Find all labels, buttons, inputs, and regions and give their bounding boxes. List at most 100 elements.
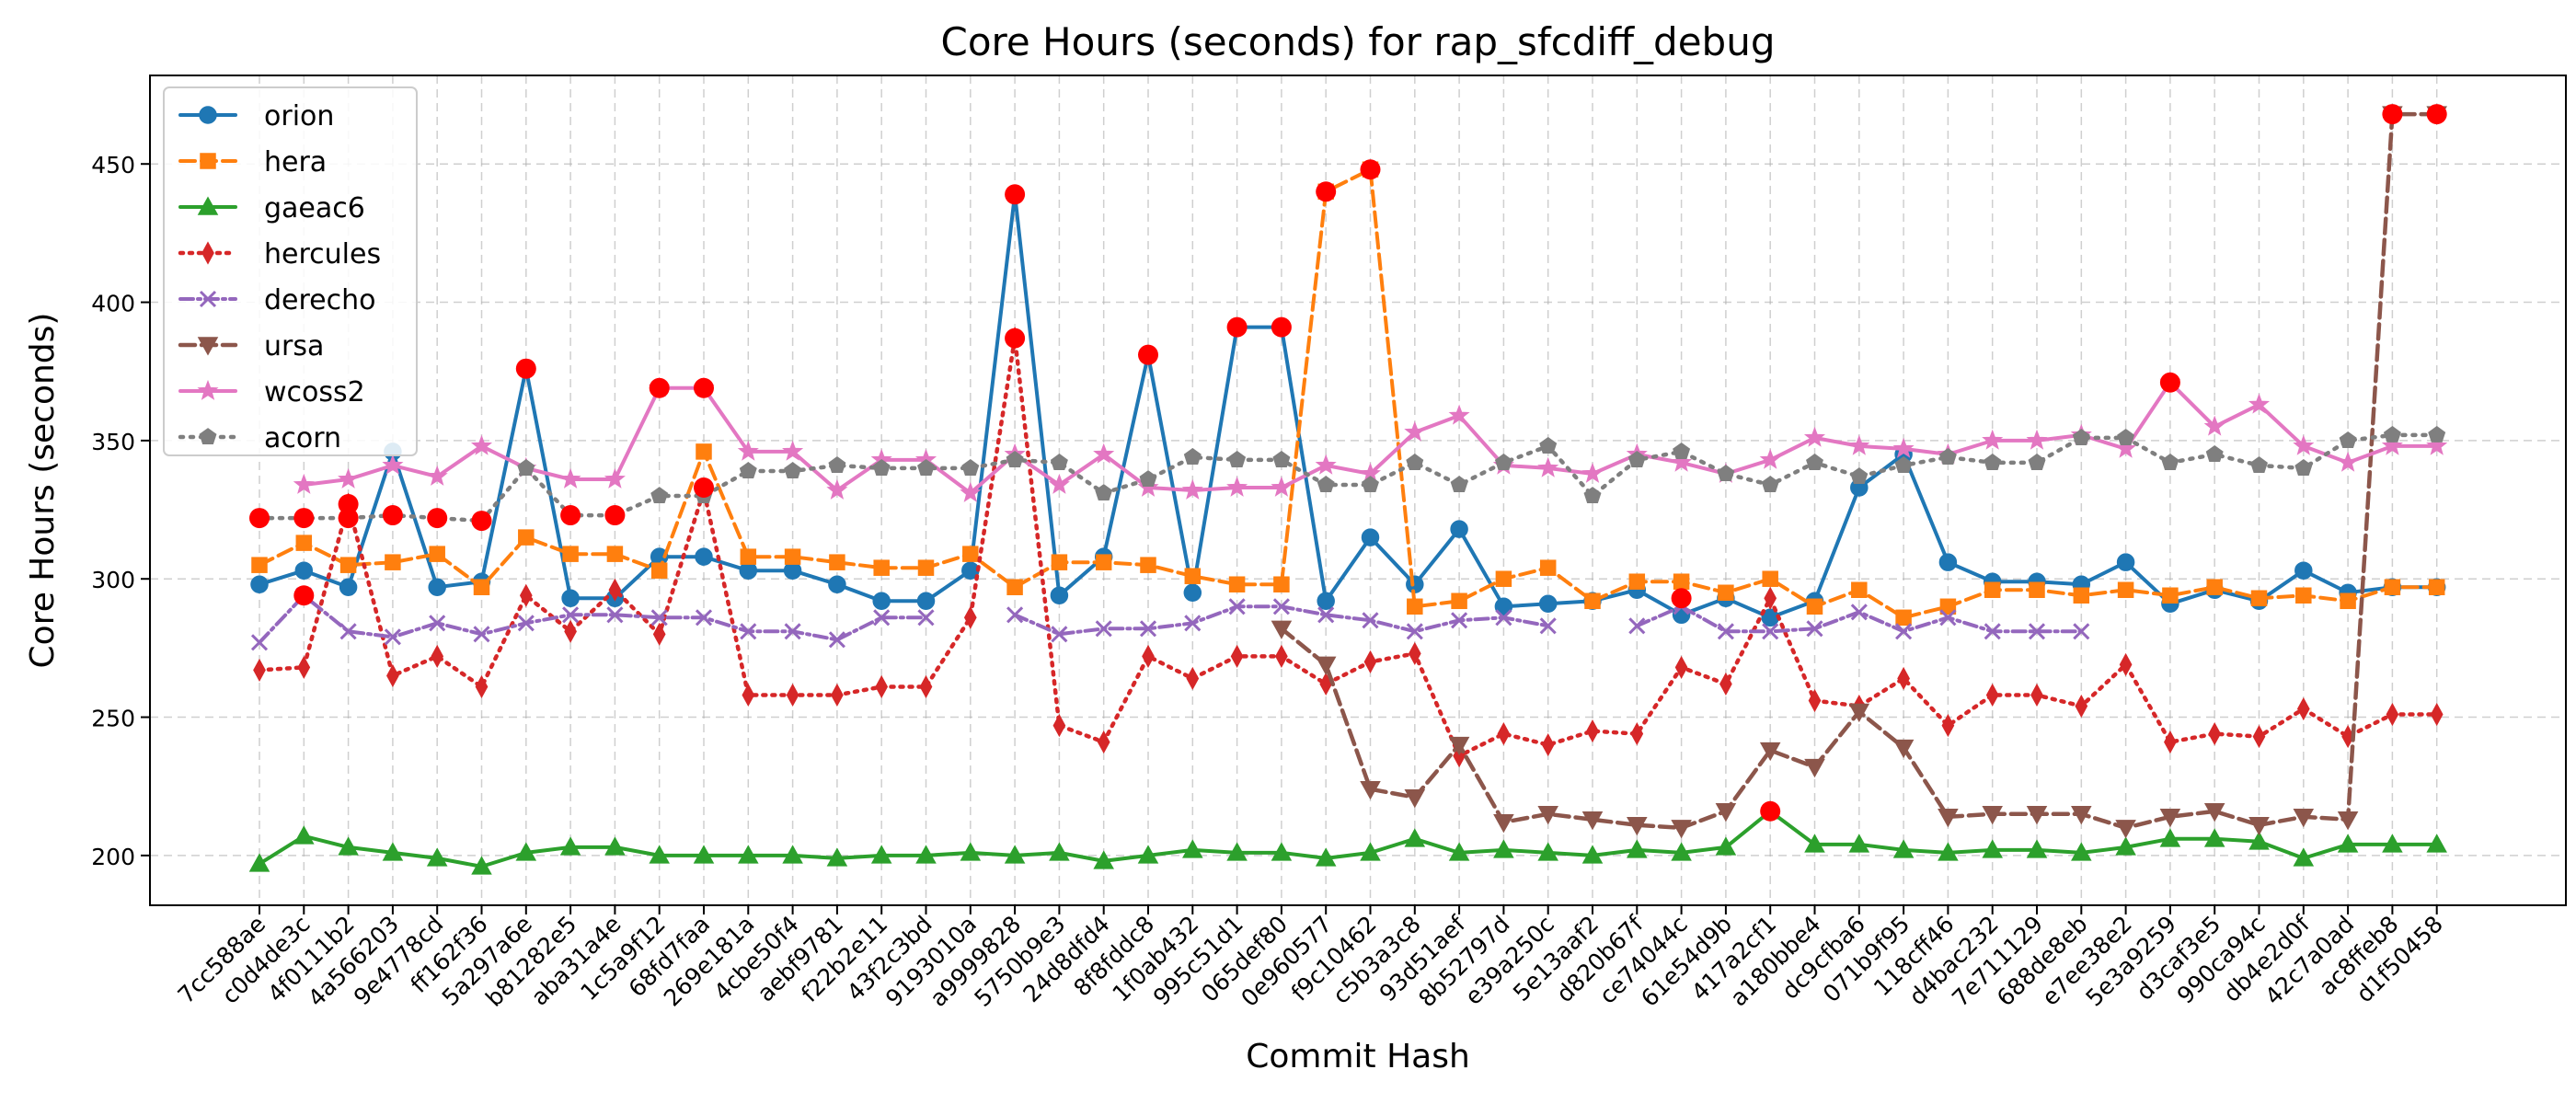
highlight-point bbox=[2426, 104, 2447, 125]
legend-marker bbox=[199, 290, 217, 308]
data-point-gaeac6 bbox=[2382, 834, 2403, 853]
legend-item-acorn: acorn bbox=[178, 422, 341, 454]
data-point-hercules bbox=[1985, 683, 1999, 707]
highlight-point bbox=[427, 508, 448, 529]
data-point-wcoss2 bbox=[2115, 437, 2137, 458]
data-point-hercules bbox=[1052, 714, 1066, 738]
data-point-hera bbox=[2073, 587, 2090, 604]
data-point-wcoss2 bbox=[1671, 451, 1693, 472]
data-point-ursa bbox=[2115, 820, 2136, 839]
data-point-ursa bbox=[1715, 803, 1737, 822]
data-point-hera bbox=[2428, 579, 2445, 595]
data-point-gaeac6 bbox=[826, 847, 848, 867]
highlight-point bbox=[2382, 104, 2403, 125]
data-point-acorn bbox=[517, 458, 535, 476]
data-point-gaeac6 bbox=[1671, 842, 1692, 861]
legend-item-wcoss2: wcoss2 bbox=[178, 376, 365, 408]
data-point-acorn bbox=[2205, 444, 2224, 462]
data-point-hercules bbox=[1230, 644, 1244, 668]
data-point-hera bbox=[917, 559, 935, 576]
data-point-wcoss2 bbox=[2293, 434, 2315, 455]
data-point-acorn bbox=[1006, 450, 1024, 467]
data-point-hera bbox=[1895, 609, 1912, 627]
data-point-ursa bbox=[2248, 817, 2270, 836]
highlight-point bbox=[338, 494, 359, 515]
data-point-derecho bbox=[1317, 606, 1335, 624]
data-point-wcoss2 bbox=[2337, 451, 2359, 472]
data-point-acorn bbox=[1717, 465, 1735, 481]
data-point-hera bbox=[1584, 592, 1601, 610]
data-point-hercules bbox=[1719, 672, 1732, 696]
data-point-acorn bbox=[961, 458, 980, 476]
series-line-derecho bbox=[258, 593, 928, 645]
data-point-wcoss2 bbox=[2248, 393, 2271, 414]
data-point-derecho bbox=[1406, 623, 1423, 640]
data-point-ursa bbox=[2293, 809, 2315, 828]
data-point-ursa bbox=[2203, 803, 2225, 822]
data-point-wcoss2 bbox=[1537, 456, 1559, 477]
data-point-acorn bbox=[1050, 453, 1068, 470]
data-point-derecho bbox=[517, 615, 535, 632]
legend-item-ursa: ursa bbox=[178, 330, 324, 362]
data-point-orion bbox=[294, 561, 314, 580]
legend-label: wcoss2 bbox=[264, 376, 365, 408]
data-point-wcoss2 bbox=[1404, 420, 1426, 442]
highlight-point bbox=[249, 508, 270, 529]
data-point-ursa bbox=[1938, 809, 1959, 828]
data-point-acorn bbox=[1317, 476, 1335, 493]
data-point-hera bbox=[385, 554, 401, 570]
data-point-orion bbox=[339, 578, 358, 596]
data-point-hera bbox=[1939, 598, 1957, 615]
data-point-wcoss2 bbox=[1759, 448, 1781, 469]
data-point-hera bbox=[1851, 581, 1868, 598]
data-point-gaeac6 bbox=[1715, 836, 1737, 856]
data-point-hera bbox=[1451, 592, 1467, 610]
data-point-wcoss2 bbox=[2026, 429, 2048, 450]
data-point-hera bbox=[650, 562, 668, 579]
highlight-point bbox=[2159, 372, 2180, 393]
data-point-acorn bbox=[2117, 428, 2135, 445]
data-point-acorn bbox=[1139, 470, 1157, 488]
data-point-hercules bbox=[786, 683, 799, 707]
data-point-derecho bbox=[1272, 598, 1290, 615]
data-point-ursa bbox=[1448, 736, 1470, 756]
data-point-hera bbox=[784, 548, 801, 565]
data-point-hera bbox=[1673, 573, 1690, 590]
data-point-acorn bbox=[2161, 453, 2179, 470]
data-point-acorn bbox=[1406, 453, 1424, 470]
data-point-hercules bbox=[1808, 688, 1822, 713]
y-tick-label: 250 bbox=[91, 706, 135, 732]
data-point-derecho bbox=[784, 623, 801, 640]
data-point-hercules bbox=[2075, 694, 2088, 719]
highlight-point bbox=[293, 508, 315, 529]
data-point-derecho bbox=[1850, 604, 1868, 621]
data-point-hera bbox=[1006, 579, 1023, 595]
data-point-hera bbox=[2250, 590, 2268, 607]
data-point-derecho bbox=[606, 606, 624, 624]
data-point-gaeac6 bbox=[515, 842, 537, 861]
data-point-acorn bbox=[2339, 431, 2357, 448]
data-point-wcoss2 bbox=[426, 465, 448, 486]
legend-marker bbox=[197, 196, 219, 215]
data-point-ursa bbox=[1271, 620, 1293, 639]
data-point-gaeac6 bbox=[2248, 831, 2270, 850]
data-point-hercules bbox=[2430, 702, 2444, 727]
data-point-orion bbox=[1538, 594, 1558, 614]
data-point-wcoss2 bbox=[782, 440, 804, 461]
data-point-hercules bbox=[1142, 644, 1155, 668]
data-point-hercules bbox=[2208, 722, 2222, 746]
data-point-derecho bbox=[1139, 620, 1157, 638]
data-point-gaeac6 bbox=[1627, 839, 1648, 858]
data-point-acorn bbox=[2072, 428, 2090, 445]
data-point-derecho bbox=[650, 609, 668, 627]
data-point-hera bbox=[1273, 576, 1290, 592]
data-point-gaeac6 bbox=[604, 836, 626, 856]
legend-marker bbox=[201, 241, 214, 265]
y-tick-label: 350 bbox=[91, 429, 135, 455]
data-point-wcoss2 bbox=[604, 467, 626, 489]
data-point-gaeac6 bbox=[2337, 834, 2359, 853]
data-point-acorn bbox=[1850, 467, 1869, 484]
data-point-gaeac6 bbox=[2203, 828, 2225, 847]
data-point-wcoss2 bbox=[2426, 434, 2448, 455]
